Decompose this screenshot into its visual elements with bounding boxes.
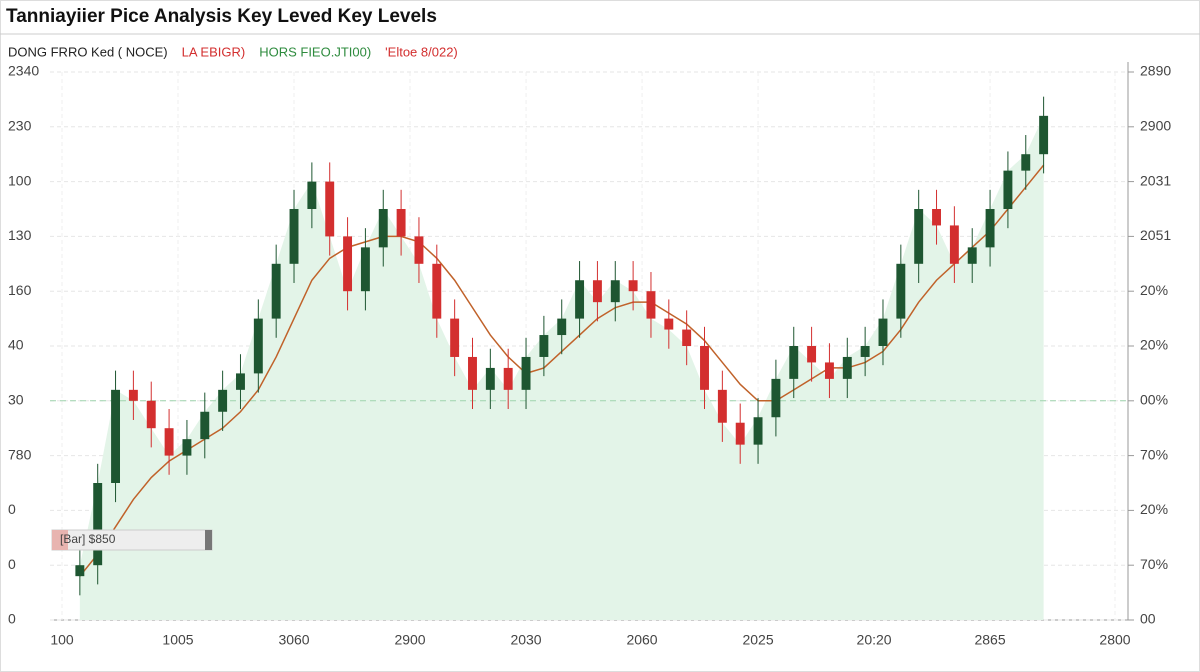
candle-body (824, 362, 834, 379)
y2-tick-label: 20% (1140, 501, 1168, 517)
candle-body (753, 417, 763, 445)
candle-body (914, 209, 924, 264)
candle-body (93, 483, 103, 566)
x-tick-label: 2900 (394, 632, 425, 648)
annotation: [Bar] $850 (60, 532, 116, 546)
x-tick-label: 2025 (742, 632, 773, 648)
candle-body (1039, 115, 1049, 155)
annotation-handle (205, 530, 212, 550)
y2-tick-label: 2900 (1140, 118, 1171, 134)
candle-body (253, 318, 263, 374)
candle-body (432, 263, 442, 319)
candle-body (717, 389, 727, 423)
candle-body (557, 318, 567, 336)
candle-body (468, 356, 477, 390)
candle-body (682, 329, 692, 346)
candle-body (75, 565, 85, 577)
y-tick-label: 0 (8, 501, 16, 517)
candle-body (111, 389, 121, 483)
x-tick-label: 3060 (278, 632, 309, 648)
candle-body (396, 209, 406, 237)
candle-body (967, 247, 977, 264)
y-tick-label: 40 (8, 337, 24, 353)
candle-body (807, 346, 817, 363)
y-tick-label: 160 (8, 282, 32, 298)
candle-body (664, 318, 674, 330)
candle-body (1021, 154, 1031, 171)
candle-body (610, 280, 620, 303)
area (79, 115, 1044, 620)
y2-tick-label: 2051 (1140, 227, 1171, 243)
legend: DONG FRRO Ked ( NOCE) LA EBIGR) HORS FIEO.… (8, 44, 458, 59)
candle-body (218, 389, 228, 412)
candle-body (592, 280, 602, 303)
candle-body (271, 263, 281, 319)
candle-body (878, 318, 888, 346)
candle-body (539, 335, 549, 357)
candle-body (521, 356, 531, 390)
y2-tick-label: 20% (1140, 282, 1168, 298)
x-tick-label: 20:20 (857, 632, 892, 648)
y-tick-label: 130 (8, 227, 32, 243)
candle-body (200, 411, 210, 440)
candle-body (450, 318, 460, 357)
y-tick-label: 100 (8, 172, 32, 188)
legend-entry: DONG FRRO Ked ( NOCE) (8, 44, 168, 59)
candle-body (896, 263, 906, 319)
candle-body (182, 439, 192, 456)
candle-body (949, 225, 959, 264)
y-tick-label: 780 (8, 446, 32, 462)
candle-body (414, 236, 424, 264)
candle-body (378, 209, 388, 248)
y-tick-label: 0 (8, 611, 16, 627)
y-tick-label: 0 (8, 556, 16, 572)
candle-body (343, 236, 353, 292)
candle-body (164, 428, 174, 456)
y2-tick-label: 00 (1140, 611, 1156, 627)
y-tick-label: 30 (8, 392, 24, 408)
candle-body (289, 209, 299, 264)
y2-tick-label: 2031 (1140, 172, 1171, 188)
legend-entry: HORS FIEO.JTI00) (259, 44, 371, 59)
annotation-accent (52, 530, 68, 550)
candle-body (503, 367, 513, 390)
candle-body (1003, 170, 1013, 209)
y2-tick-label: 70% (1140, 556, 1168, 572)
y2-tick-label: 2890 (1140, 63, 1171, 79)
candle-body (307, 181, 317, 209)
candle-body (236, 373, 245, 390)
y2-tick-label: 70% (1140, 446, 1168, 462)
candle-body (932, 209, 941, 226)
candle-body (575, 280, 585, 319)
candle-body (789, 346, 799, 379)
candle-body (485, 367, 495, 390)
candle-body (700, 346, 709, 390)
candle-body (628, 280, 638, 292)
x-tick-label: 2030 (510, 632, 541, 648)
y2-tick-label: 20% (1140, 337, 1168, 353)
candle-body (771, 378, 781, 418)
x-tick-label: 1005 (162, 632, 193, 648)
legend-entry: 'Eltoe 8/022) (385, 44, 458, 59)
x-tick-label: 2800 (1099, 632, 1130, 648)
chart-title: Tanniayiier Pice Analysis Key Leved Key … (6, 6, 437, 27)
x-tick-label: 2865 (974, 632, 1005, 648)
candle-body (735, 422, 745, 445)
candle-body (146, 400, 156, 429)
y-tick-label: 2340 (8, 63, 39, 79)
candle-body (842, 356, 852, 379)
x-tick-label: 2060 (626, 632, 657, 648)
y-tick-label: 230 (8, 118, 32, 134)
legend-entry: LA EBIGR) (182, 44, 246, 59)
candle-body (985, 209, 995, 248)
candle-body (128, 389, 138, 401)
candle-body (325, 181, 335, 237)
candle-body (360, 247, 370, 292)
candle-body (646, 291, 656, 319)
y2-tick-label: 00% (1140, 392, 1168, 408)
candle-body (860, 346, 870, 357)
x-tick-label: 100 (50, 632, 74, 648)
